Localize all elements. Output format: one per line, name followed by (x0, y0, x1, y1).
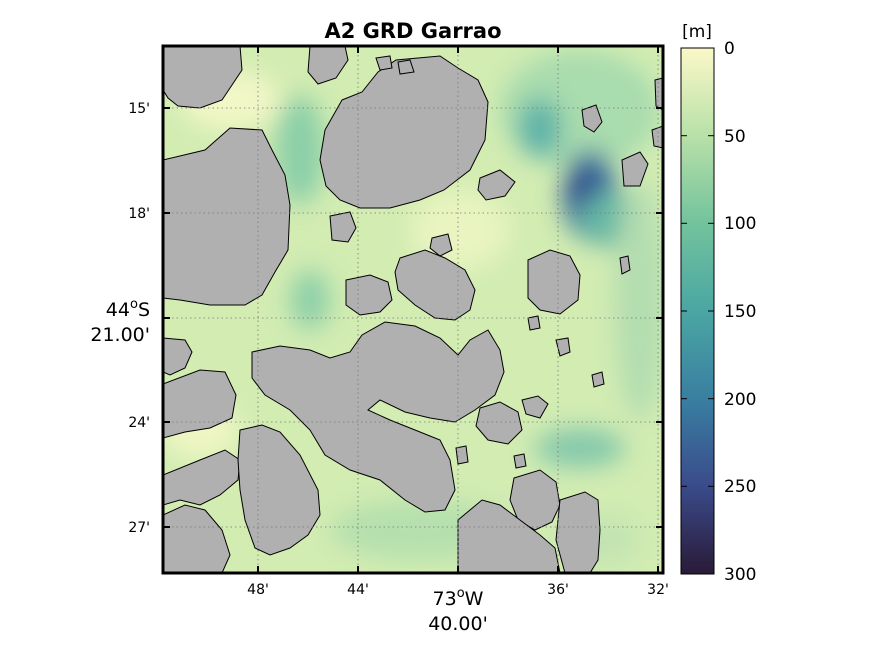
y-center-minutes: 21.00' (90, 324, 150, 346)
island-mid-south-tiny (521, 395, 549, 419)
x-center-minutes: 40.00' (428, 613, 488, 635)
bathymetry-shading (163, 50, 663, 565)
x-axis-labels: 48' 44' 36' 32' 73oW 40.00' (247, 582, 669, 635)
colorbar-tick-label: 0 (724, 39, 735, 59)
colorbar-tick-label: 200 (724, 390, 756, 410)
y-axis-labels: 15' 18' 24' 27' 44oS 21.00' (90, 101, 150, 536)
island-south-central (237, 424, 321, 556)
island-south-east-main (457, 499, 561, 573)
island-mid-tiny-5 (455, 445, 469, 465)
island-east-edge-2 (651, 125, 663, 149)
colorbar: [m] 0 50 100 150 200 250 300 (680, 22, 756, 585)
island-north-central (319, 55, 489, 209)
island-east-tiny (619, 255, 631, 275)
x-tick-label: 36' (547, 582, 569, 598)
island-southeast-2 (509, 469, 561, 531)
bathymetry-map (163, 46, 663, 573)
island-east-north-2 (621, 151, 649, 187)
colorbar-tick-label: 300 (724, 565, 756, 585)
y-tick-label: 24' (128, 415, 150, 431)
colorbar-unit: [m] (682, 22, 712, 42)
frame-ticks (163, 46, 663, 573)
island-southwest-1 (163, 337, 193, 376)
island-southwest-3 (163, 449, 241, 506)
island-mid-small-2 (477, 169, 516, 201)
island-mid-tiny-2 (591, 371, 605, 388)
island-east-1 (527, 249, 581, 315)
colorbar-tick-label: 250 (724, 477, 756, 497)
island-mid-tiny-4 (527, 315, 541, 331)
island-mid-tiny-6 (513, 453, 527, 469)
map-title: A2 GRD Garrao (324, 19, 501, 43)
land-masses (163, 46, 663, 573)
island-far-southeast (555, 491, 601, 573)
y-tick-label: 27' (128, 520, 150, 536)
island-southeast-1 (475, 401, 523, 445)
colorbar-tick-label: 50 (724, 127, 746, 147)
x-tick-label: 48' (247, 582, 269, 598)
y-tick-label: 18' (128, 206, 150, 222)
y-tick-label: 15' (128, 101, 150, 117)
island-mid-west (345, 274, 393, 316)
colorbar-ticks (681, 135, 714, 487)
island-nw-tiny (375, 55, 393, 71)
island-mid-small-1 (329, 211, 357, 243)
island-nw-tiny-2 (397, 59, 415, 75)
island-east-edge (654, 77, 663, 111)
x-center-label: 73oW (433, 586, 484, 610)
island-north-small (307, 46, 349, 85)
x-tick-label: 44' (347, 582, 369, 598)
x-tick-label: 32' (647, 582, 669, 598)
map-frame (161, 44, 665, 575)
island-south-west-edge (163, 504, 231, 573)
island-mid-small-3 (429, 233, 453, 257)
island-southwest-2 (163, 369, 237, 439)
colorbar-tick-label: 150 (724, 302, 756, 322)
island-east-north (581, 104, 603, 133)
island-mid-tiny-3 (555, 337, 571, 357)
island-mid-cluster (394, 249, 476, 321)
colorbar-tick-label: 100 (724, 214, 756, 234)
y-center-label: 44oS (106, 297, 150, 321)
island-central-large (251, 321, 505, 513)
